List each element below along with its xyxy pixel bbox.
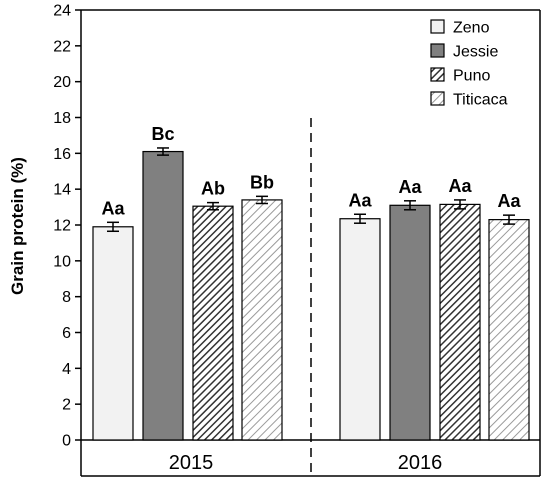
y-tick-label: 2 xyxy=(62,397,71,414)
y-tick-label: 12 xyxy=(53,218,71,235)
legend-swatch-jessie xyxy=(430,43,445,58)
significance-label: Aa xyxy=(398,177,422,197)
significance-label: Bb xyxy=(250,172,274,192)
bar-titicaca-2015 xyxy=(241,199,283,441)
y-tick-label: 20 xyxy=(53,74,71,91)
bar-jessie-2016 xyxy=(389,204,431,441)
group-label-2015: 2015 xyxy=(169,452,214,474)
y-tick-label: 24 xyxy=(53,3,71,20)
significance-label: Aa xyxy=(101,198,125,218)
y-tick-label: 0 xyxy=(62,433,71,450)
y-tick-label: 16 xyxy=(53,146,71,163)
y-axis-label: Grain protein (%) xyxy=(8,157,27,295)
y-tick-label: 10 xyxy=(53,253,71,270)
bar-titicaca-2016 xyxy=(488,219,530,441)
bar-zeno-2016 xyxy=(339,218,381,441)
legend-label-zeno: Zeno xyxy=(453,20,490,37)
legend-label-jessie: Jessie xyxy=(453,44,498,61)
significance-label: Aa xyxy=(348,190,372,210)
legend-swatch-titicaca xyxy=(430,91,445,106)
bar-puno-2015 xyxy=(192,205,234,441)
significance-label: Ab xyxy=(201,179,225,199)
bar-jessie-2015 xyxy=(142,150,184,441)
y-tick-label: 4 xyxy=(62,361,71,378)
bar-puno-2016 xyxy=(439,203,481,441)
legend-swatch-puno xyxy=(430,67,445,82)
legend-label-puno: Puno xyxy=(453,68,490,85)
legend-swatch-zeno xyxy=(430,19,445,34)
bar-zeno-2015 xyxy=(92,226,134,441)
y-tick-label: 18 xyxy=(53,110,71,127)
significance-label: Bc xyxy=(151,124,174,144)
y-tick-label: 8 xyxy=(62,289,71,306)
significance-label: Aa xyxy=(448,176,472,196)
significance-label: Aa xyxy=(497,191,521,211)
y-tick-label: 14 xyxy=(53,182,71,199)
y-tick-label: 22 xyxy=(53,38,71,55)
legend-label-titicaca: Titicaca xyxy=(453,92,508,109)
group-label-2016: 2016 xyxy=(398,452,443,474)
y-tick-label: 6 xyxy=(62,325,71,342)
